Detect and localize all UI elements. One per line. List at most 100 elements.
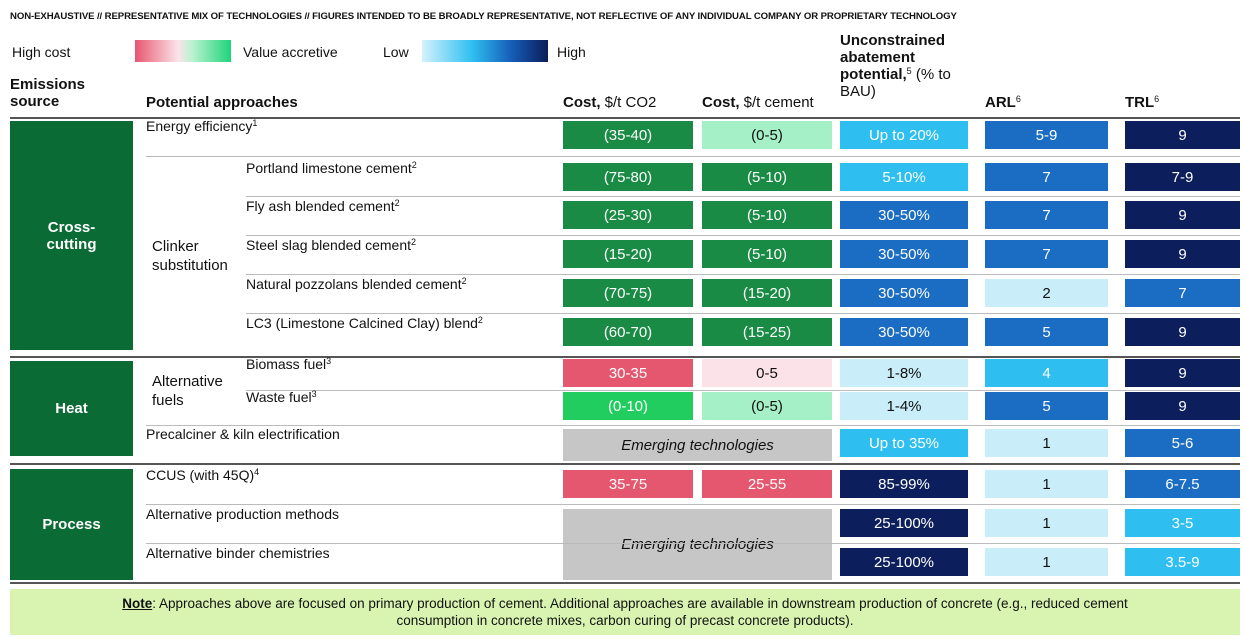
group-separator — [10, 356, 1240, 358]
cell-arl: 1 — [985, 548, 1108, 576]
cost-gradient — [135, 40, 231, 62]
row-separator — [246, 234, 1240, 236]
header-trl: TRL6 — [1125, 94, 1159, 111]
header-text: $/t CO2 — [604, 94, 657, 111]
header-bold: TRL — [1125, 94, 1155, 111]
approach-name: Alternative binder chemistries — [146, 545, 330, 561]
cell-cost-cement: (0-5) — [702, 392, 832, 420]
cell-trl: 7-9 — [1125, 163, 1240, 191]
cell-cost-co2: (25-30) — [563, 201, 693, 229]
approach-name: Fly ash blended cement — [246, 198, 395, 214]
cell-cost-cement: (5-10) — [702, 240, 832, 268]
cell-arl: 5 — [985, 318, 1108, 346]
cell-cost-co2: (60-70) — [563, 318, 693, 346]
row-separator — [146, 424, 1240, 426]
cell-cost-cement: 25-55 — [702, 470, 832, 498]
cell-arl: 1 — [985, 509, 1108, 537]
disclaimer: NON-EXHAUSTIVE // REPRESENTATIVE MIX OF … — [10, 11, 957, 22]
approach-name: CCUS (with 45Q) — [146, 467, 255, 483]
row-separator — [146, 503, 1240, 505]
cell-cost-co2: (35-40) — [563, 121, 693, 149]
approach-label: LC3 (Limestone Calcined Clay) blend2 — [246, 315, 483, 331]
cell-cost-co2: (0-10) — [563, 392, 693, 420]
cell-trl: 7 — [1125, 279, 1240, 307]
approach-name: LC3 (Limestone Calcined Clay) blend — [246, 315, 478, 331]
approach-label: Portland limestone cement2 — [246, 160, 417, 176]
approach-name: Natural pozzolans blended cement — [246, 276, 462, 292]
legend-label: Low — [383, 44, 409, 60]
approach-label: CCUS (with 45Q)4 — [146, 467, 259, 483]
approach-name: Waste fuel — [246, 389, 312, 405]
approach-label: Fly ash blended cement2 — [246, 198, 400, 214]
cell-cost-co2: (75-80) — [563, 163, 693, 191]
footnote: 4 — [254, 467, 260, 477]
cell-abatement: 1-4% — [840, 392, 968, 420]
cell-trl: 9 — [1125, 240, 1240, 268]
group-text: Process — [42, 516, 101, 533]
header-bold: Cost, — [702, 94, 740, 111]
legend-label: High — [557, 44, 586, 60]
group-text: Cross-cutting — [46, 218, 97, 253]
cell-trl: 9 — [1125, 392, 1240, 420]
cell-arl: 7 — [985, 201, 1108, 229]
row-separator — [146, 542, 1240, 544]
approach-label: Biomass fuel3 — [246, 356, 331, 372]
header-abatement: Unconstrained abatement potential,5 (% t… — [840, 32, 982, 100]
note-label: Note — [122, 596, 153, 611]
cell-trl: 9 — [1125, 121, 1240, 149]
cell-cost-cement: (15-25) — [702, 318, 832, 346]
row-separator — [246, 389, 1240, 391]
footnote: 3 — [311, 389, 317, 399]
header-text: (% to BAU) — [840, 66, 951, 100]
header-bold: Cost, — [563, 94, 601, 111]
note-text: : Approaches above are focused on primar… — [152, 596, 1128, 628]
header-source: Emissions source — [10, 76, 86, 110]
approach-name: Alternative production methods — [146, 506, 339, 522]
cell-abatement: Up to 35% — [840, 429, 968, 457]
header-cost-co2: Cost, $/t CO2 — [563, 94, 656, 111]
header-bold: Unconstrained abatement potential, — [840, 32, 946, 83]
cell-trl: 3.5-9 — [1125, 548, 1240, 576]
group-text: Heat — [55, 400, 88, 417]
cell-abatement: 30-50% — [840, 240, 968, 268]
cell-arl: 5 — [985, 392, 1108, 420]
legend-label: Value accretive — [243, 44, 338, 60]
group-label: Cross-cutting — [10, 121, 133, 350]
scale-gradient — [422, 40, 548, 62]
footnote: 2 — [411, 160, 417, 170]
approach-label: Energy efficiency1 — [146, 118, 257, 134]
group-label: Heat — [10, 361, 133, 456]
cell-abatement: Up to 20% — [840, 121, 968, 149]
approach-name: Biomass fuel — [246, 356, 327, 372]
footnote: 5 — [906, 66, 912, 76]
group-separator — [10, 463, 1240, 465]
footnote: 3 — [326, 356, 332, 366]
cell-trl: 9 — [1125, 201, 1240, 229]
cell-trl: 3-5 — [1125, 509, 1240, 537]
approach-name: Steel slag blended cement — [246, 237, 411, 253]
cell-arl: 1 — [985, 470, 1108, 498]
cell-abatement: 30-50% — [840, 279, 968, 307]
header-text: $/t cement — [743, 94, 814, 111]
approach-label: Steel slag blended cement2 — [246, 237, 416, 253]
cell-trl: 9 — [1125, 318, 1240, 346]
approach-label: Precalciner & kiln electrification — [146, 426, 340, 442]
cell-arl: 1 — [985, 429, 1108, 457]
subgroup-label: Alternative fuels — [152, 372, 223, 409]
cell-cost-cement: (0-5) — [702, 121, 832, 149]
approach-label: Waste fuel3 — [246, 389, 317, 405]
cell-cost-co2: 30-35 — [563, 359, 693, 387]
group-separator — [10, 117, 1240, 119]
header-arl: ARL6 — [985, 94, 1021, 111]
footnote: 6 — [1154, 94, 1160, 104]
emerging-cell: Emerging technologies — [563, 509, 832, 580]
footnote: 2 — [411, 237, 417, 247]
cell-abatement: 30-50% — [840, 201, 968, 229]
group-separator — [10, 582, 1240, 584]
approach-label: Alternative binder chemistries — [146, 545, 330, 561]
footnote: 2 — [461, 276, 467, 286]
approach-name: Portland limestone cement — [246, 160, 412, 176]
approach-label: Natural pozzolans blended cement2 — [246, 276, 467, 292]
subgroup-label: Clinker substitution — [152, 237, 228, 274]
